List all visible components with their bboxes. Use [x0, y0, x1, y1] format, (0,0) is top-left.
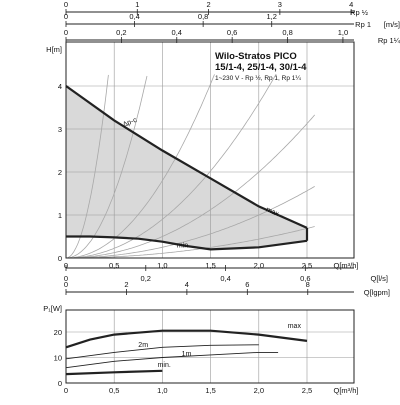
ls-axis-label: Q[l/s]	[370, 274, 388, 283]
power-x-tick-label: 2,0	[254, 386, 264, 395]
chart-subtitle-models: 15/1-4, 25/1-4, 30/1-4	[215, 62, 307, 73]
head-x-tick-label: 2,0	[254, 261, 264, 270]
power-2m-label: 2m	[138, 342, 148, 349]
chart-title: Wilo-Stratos PICO	[215, 51, 297, 62]
power-y-tick-label: 10	[54, 354, 62, 363]
lgpm-axis-tick-label: 2	[124, 280, 128, 289]
head-x-tick-label: 0,5	[109, 261, 119, 270]
rp-1-axis-tick-label: 0,8	[198, 12, 208, 21]
lgpm-axis-label: Q[lgpm]	[364, 288, 390, 297]
rp-1-axis-tick-label: 0	[64, 12, 68, 21]
head-x-tick-label: 1,0	[157, 261, 167, 270]
rp-half-axis-tick-label: 1	[135, 0, 139, 9]
power-curve-4	[65, 369, 163, 376]
rp-half-axis-tick-label: 4	[349, 0, 353, 9]
head-y-tick-label: 2	[58, 168, 62, 177]
rp-half-axis-tick-label: 3	[278, 0, 282, 9]
system-curve	[66, 73, 277, 259]
power-x-tick-label: 1,0	[157, 386, 167, 395]
max-curve	[65, 85, 308, 229]
ls-axis-tick-label: 0,2	[141, 274, 151, 283]
power-x-tick-label: 2,5	[302, 386, 312, 395]
head-x-tick-label: 0	[64, 261, 68, 270]
power-curve-3	[65, 351, 279, 369]
system-curve	[65, 74, 109, 259]
min-curve	[66, 235, 308, 251]
power-x-tick-label: 0,5	[109, 386, 119, 395]
ls-axis-tick-label: 0,6	[300, 274, 310, 283]
power-curve-2	[65, 344, 259, 360]
rp-1-axis-tick-label: 1,2	[266, 12, 276, 21]
power-x-tick-label: 0	[64, 386, 68, 395]
rp-1-axis-tick-label: 0,4	[129, 12, 139, 21]
power-plot-frame	[65, 309, 355, 384]
rp-1-quarter-axis-tick-label: 0,4	[172, 28, 182, 37]
min-curve-label: min.	[177, 242, 190, 249]
power-y-axis-label: P₁[W]	[43, 304, 62, 313]
rp-1-axis-label: Rp 1	[355, 20, 371, 29]
system-curve	[66, 186, 315, 259]
rp-1-quarter-axis-tick-label: 0,8	[282, 28, 292, 37]
rp-1-axis-unit: [m/s]	[384, 20, 400, 29]
rp-1-quarter-axis-tick-label: 0,2	[116, 28, 126, 37]
head-y-tick-label: 4	[58, 82, 62, 91]
ls-axis-tick-label: 0	[64, 274, 68, 283]
rp-1-quarter-axis-label: Rp 1¼	[378, 36, 400, 45]
system-curve	[66, 114, 316, 259]
lgpm-axis-tick-label: 4	[185, 280, 189, 289]
power-y-tick-label: 0	[58, 379, 62, 388]
chart-subtitle-voltage: 1~230 V - Rp ½, Rp 1, Rp 1¼	[215, 74, 301, 82]
head-y-axis-label: H[m]	[46, 45, 62, 54]
rp-1-quarter-axis-tick-label: 0,6	[227, 28, 237, 37]
power-y-tick-label: 20	[54, 328, 62, 337]
system-curve	[66, 74, 215, 259]
power-max-label: max	[288, 323, 302, 330]
power-1m-label: 1m	[182, 351, 192, 358]
head-y-tick-label: 1	[58, 211, 62, 220]
head-y-tick-label: 0	[58, 254, 62, 263]
head-x-tick-label: 2,5	[302, 261, 312, 270]
operating-region-fill	[66, 86, 307, 250]
head-x-axis-label: Q[m³/h]	[333, 261, 358, 270]
system-curve	[66, 226, 315, 259]
power-x-axis-label: Q[m³/h]	[333, 386, 358, 395]
lgpm-axis-tick-label: 6	[245, 280, 249, 289]
head-x-tick-label: 1,5	[205, 261, 215, 270]
rp-1-quarter-axis-tick-label: 1,0	[338, 28, 348, 37]
head-y-tick-label: 3	[58, 125, 62, 134]
power-min-label: min.	[158, 362, 171, 369]
rp-half-axis-tick-label: 0	[64, 0, 68, 9]
head-plot-frame	[65, 41, 355, 259]
rp-1-quarter-axis-tick-label: 0	[64, 28, 68, 37]
power-x-tick-label: 1,5	[205, 386, 215, 395]
lgpm-axis-tick-label: 8	[306, 280, 310, 289]
rp-half-axis-label: Rp ½	[350, 8, 369, 17]
lgpm-axis-tick-label: 0	[64, 280, 68, 289]
ls-axis-tick-label: 0,4	[220, 274, 230, 283]
power-curve-1	[65, 329, 308, 349]
rp-half-axis-tick-label: 2	[206, 0, 210, 9]
